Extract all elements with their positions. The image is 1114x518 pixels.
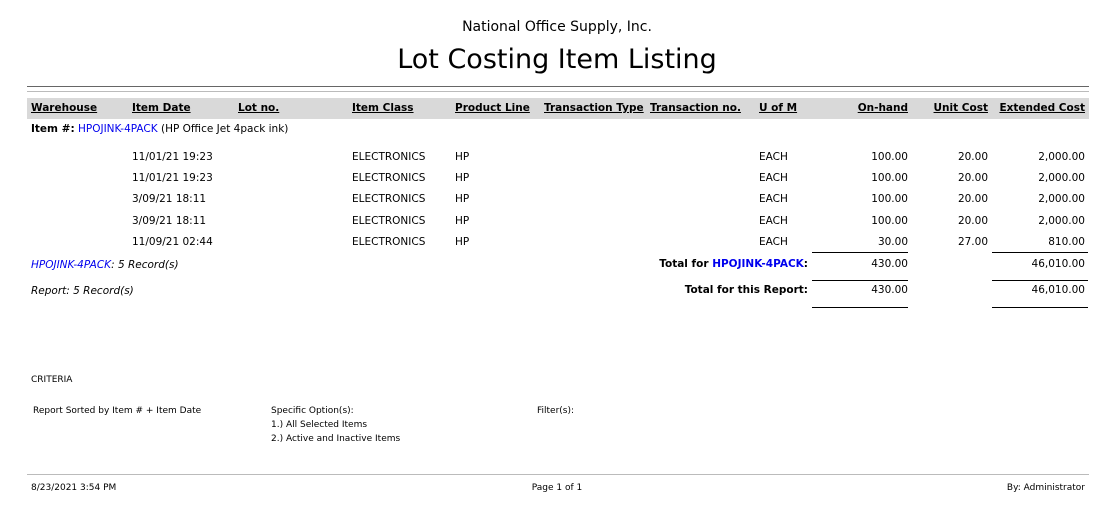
cell-item-class: ELECTRONICS (352, 235, 426, 248)
group-record-link[interactable]: HPOJINK-4PACK (31, 259, 112, 271)
company-name: National Office Supply, Inc. (462, 19, 652, 35)
cell-extended-cost: 2,000.00 (1038, 172, 1085, 185)
cell-on-hand: 100.00 (871, 172, 908, 185)
cell-item-class: ELECTRONICS (352, 214, 426, 227)
cell-extended-cost: 2,000.00 (1038, 193, 1085, 206)
criteria-option: 2.) Active and Inactive Items (271, 434, 401, 444)
cell-product-line: HP (455, 151, 470, 163)
report-total-extended: 46,010.00 (1031, 284, 1085, 296)
item-label: Item #: (31, 123, 75, 135)
total-line (992, 307, 1088, 308)
criteria-option: 1.) All Selected Items (271, 420, 368, 430)
footer-by: By: Administrator (1006, 483, 1085, 493)
cell-item-date: 11/09/21 02:44 (132, 235, 213, 248)
criteria-options-label: Specific Option(s): (271, 406, 354, 416)
subtotal-line (992, 252, 1088, 253)
cell-unit-cost: 20.00 (957, 151, 988, 163)
cell-item-class: ELECTRONICS (352, 193, 426, 206)
item-link[interactable]: HPOJINK-4PACK (77, 123, 158, 135)
cell-item-class: ELECTRONICS (352, 172, 426, 185)
report-record-count: Report: 5 Record(s) (31, 285, 134, 297)
criteria-sorted: Report Sorted by Item # + Item Date (33, 406, 202, 416)
group-total-on-hand: 430.00 (871, 258, 908, 270)
group-record-count: HPOJINK-4PACK: 5 Record(s) (31, 259, 179, 271)
total-line (812, 307, 908, 308)
column-header-bar (27, 98, 1089, 119)
group-total-label: Total for HPOJINK-4PACK: (560, 258, 808, 270)
col-product-line[interactable]: Product Line (455, 102, 530, 114)
footer-datetime: 8/23/2021 3:54 PM (31, 483, 117, 493)
cell-extended-cost: 2,000.00 (1038, 151, 1085, 163)
cell-unit-cost: 27.00 (957, 235, 988, 248)
col-item-class[interactable]: Item Class (352, 102, 414, 114)
col-uom[interactable]: U of M (759, 102, 798, 114)
cell-product-line: HP (455, 235, 470, 248)
cell-unit-cost: 20.00 (957, 193, 988, 206)
group-total-text: Total for (659, 258, 713, 270)
cell-product-line: HP (455, 193, 470, 206)
item-description: (HP Office Jet 4pack ink) (161, 123, 289, 135)
cell-uom: EACH (759, 214, 788, 227)
divider (27, 86, 1089, 87)
col-on-hand[interactable]: On-hand (857, 102, 908, 114)
footer-divider (27, 474, 1089, 475)
item-group-header: Item #: HPOJINK-4PACK (HP Office Jet 4pa… (31, 123, 288, 135)
criteria-filters-label: Filter(s): (537, 406, 575, 416)
total-line (992, 280, 1088, 281)
report-title: Lot Costing Item Listing (397, 44, 717, 75)
report-total-label: Total for this Report: (684, 284, 808, 296)
cell-on-hand: 100.00 (871, 214, 908, 227)
divider (27, 91, 1089, 92)
col-item-date[interactable]: Item Date (132, 102, 191, 114)
cell-uom: EACH (759, 172, 788, 185)
cell-item-date: 11/01/21 19:23 (132, 172, 213, 185)
col-transaction-no[interactable]: Transaction no. (650, 102, 741, 114)
total-line (812, 280, 908, 281)
cell-uom: EACH (759, 193, 788, 206)
subtotal-line (812, 252, 908, 253)
cell-on-hand: 100.00 (871, 193, 908, 206)
cell-unit-cost: 20.00 (957, 172, 988, 185)
col-transaction-type[interactable]: Transaction Type (544, 102, 644, 114)
cell-uom: EACH (759, 235, 788, 248)
cell-product-line: HP (455, 214, 470, 227)
cell-item-date: 3/09/21 18:11 (132, 214, 207, 227)
cell-on-hand: 100.00 (871, 151, 908, 163)
cell-item-date: 11/01/21 19:23 (132, 151, 213, 163)
cell-item-class: ELECTRONICS (352, 151, 426, 163)
cell-on-hand: 30.00 (877, 235, 908, 248)
report-total-on-hand: 430.00 (871, 284, 908, 296)
group-record-count-text: : 5 Record(s) (111, 259, 179, 271)
col-extended-cost[interactable]: Extended Cost (999, 102, 1085, 114)
footer-page: Page 1 of 1 (531, 483, 583, 493)
col-warehouse[interactable]: Warehouse (31, 102, 98, 114)
group-total-colon: : (803, 258, 808, 270)
cell-item-date: 3/09/21 18:11 (132, 193, 207, 206)
cell-product-line: HP (455, 172, 470, 185)
group-total-link[interactable]: HPOJINK-4PACK (712, 258, 804, 270)
col-unit-cost[interactable]: Unit Cost (933, 102, 988, 114)
col-lot-no[interactable]: Lot no. (238, 102, 280, 114)
cell-extended-cost: 2,000.00 (1038, 214, 1085, 227)
group-total-extended: 46,010.00 (1031, 258, 1085, 270)
cell-unit-cost: 20.00 (957, 214, 988, 227)
cell-uom: EACH (759, 151, 788, 163)
cell-extended-cost: 810.00 (1048, 235, 1085, 248)
criteria-heading: CRITERIA (31, 375, 73, 385)
